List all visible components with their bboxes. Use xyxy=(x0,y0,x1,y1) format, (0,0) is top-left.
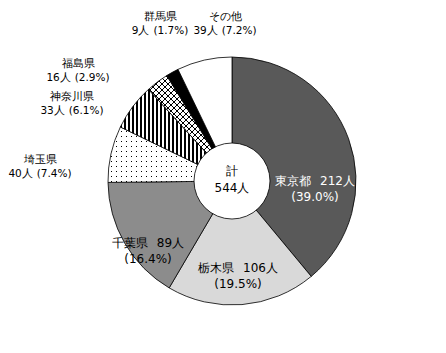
slice-label: その他 xyxy=(209,10,242,22)
percent-label: (16.4%) xyxy=(124,252,171,266)
value-label: 40人 xyxy=(8,167,32,179)
percent-label: (6.1%) xyxy=(69,104,104,116)
value-label: 212人 xyxy=(320,174,355,188)
slice-label: 16人 (2.9%) xyxy=(46,71,109,83)
category-label: 東京都 xyxy=(275,174,311,188)
percent-label: (1.7%) xyxy=(153,24,188,36)
value-label: 16人 xyxy=(46,71,70,83)
slices xyxy=(108,57,356,305)
value-label: 33人 xyxy=(40,104,64,116)
category-label: 栃木県 xyxy=(198,261,234,275)
percent-label: (19.5%) xyxy=(214,277,261,291)
slice-label: 福島県 xyxy=(62,57,95,69)
center-total: 544人 xyxy=(215,181,250,195)
slice-label: 千葉県 89人 xyxy=(112,236,184,250)
slice-label: 埼玉県 xyxy=(23,153,57,165)
category-label: 神奈川県 xyxy=(50,90,94,102)
category-label: 埼玉県 xyxy=(23,153,57,165)
slice-label: 東京都 212人 xyxy=(275,174,355,188)
slice-label: (19.5%) xyxy=(214,277,261,291)
slice-label: 栃木県 106人 xyxy=(198,261,278,275)
slice-label: 33人 (6.1%) xyxy=(40,104,103,116)
slice-label: 9人(1.7%) xyxy=(132,24,189,36)
percent-label: (7.2%) xyxy=(222,24,257,36)
pie-chart: 計 544人 東京都 212人 (39.0%) 栃木県 106人 (19.5%) 千葉県 89人 (… xyxy=(0,0,446,353)
category-label: 千葉県 xyxy=(112,236,148,250)
slice-label: (39.0%) xyxy=(291,190,338,204)
center-title: 計 xyxy=(226,164,238,178)
center-hole xyxy=(194,143,270,219)
slice-label: 群馬県 xyxy=(144,10,177,22)
chart-container: 計 544人 東京都 212人 (39.0%) 栃木県 106人 (19.5%) 千葉県 89人 (… xyxy=(0,0,446,353)
data-labels: 東京都 212人 (39.0%) 栃木県 106人 (19.5%) 千葉県 89人 (16.4%… xyxy=(8,10,355,291)
slice-label: (16.4%) xyxy=(124,252,171,266)
percent-label: (39.0%) xyxy=(291,190,338,204)
value-label: 9人 xyxy=(132,24,150,36)
slice-label: 神奈川県 xyxy=(50,90,94,102)
slice-label: 40人 (7.4%) xyxy=(8,167,71,179)
value-label: 89人 xyxy=(157,236,184,250)
percent-label: (2.9%) xyxy=(75,71,110,83)
category-label: 群馬県 xyxy=(144,10,177,22)
value-label: 106人 xyxy=(243,261,278,275)
slice-label: 39人 (7.2%) xyxy=(193,24,256,36)
percent-label: (7.4%) xyxy=(37,167,72,179)
value-label: 39人 xyxy=(193,24,217,36)
category-label: その他 xyxy=(209,10,242,22)
category-label: 福島県 xyxy=(62,57,95,69)
